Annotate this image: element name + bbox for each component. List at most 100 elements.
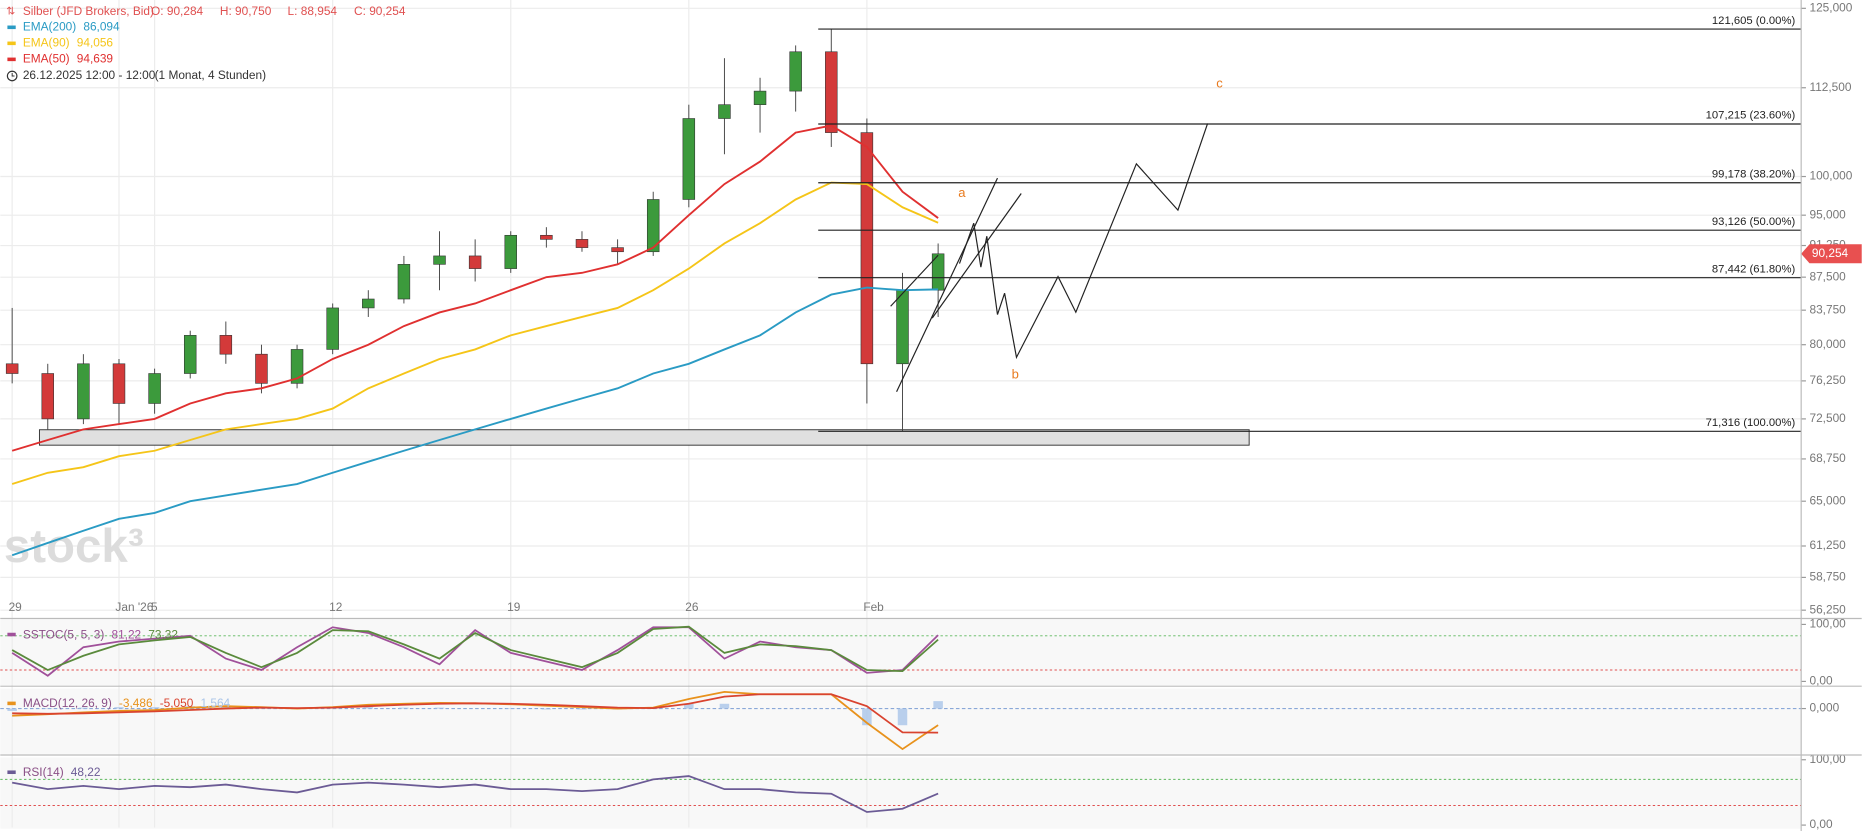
indicator-value: -3,486 xyxy=(119,696,153,710)
candle-body xyxy=(540,234,553,240)
y-tick-label: 95,000 xyxy=(1809,207,1846,221)
ohlc-low: L: 88,954 xyxy=(288,4,338,18)
legend-swatch xyxy=(7,57,16,62)
indicator-line xyxy=(12,693,939,734)
fib-label: 121,605 (0.00%) xyxy=(1712,15,1796,27)
wave-label: c xyxy=(1216,76,1223,91)
candle-body xyxy=(718,104,731,119)
candle-body xyxy=(896,289,909,365)
legend-name: EMA(200) xyxy=(23,19,76,33)
support-zone xyxy=(38,429,1250,446)
instrument: Silber (JFD Brokers, Bid) xyxy=(23,4,154,18)
candle-body xyxy=(362,298,375,309)
wave-label: a xyxy=(958,185,966,200)
y-tick-label: 56,250 xyxy=(1809,602,1846,616)
indicator-title: MACD(12, 26, 9) xyxy=(23,696,112,710)
fib-label: 107,215 (23.60%) xyxy=(1706,110,1796,122)
legend-swatch xyxy=(7,701,16,706)
candle-body xyxy=(148,373,161,404)
candle-body xyxy=(41,373,54,420)
candle-body xyxy=(433,255,446,265)
candle-body xyxy=(682,118,696,200)
channel-line xyxy=(931,193,1022,319)
candle-body xyxy=(77,363,90,420)
candle-body xyxy=(789,51,802,92)
candle-body xyxy=(468,255,482,269)
histogram-bar xyxy=(221,706,231,709)
indicator-line xyxy=(11,625,939,673)
x-tick-label: 19 xyxy=(507,600,521,614)
legend-swatch xyxy=(7,41,16,46)
x-tick-label: 26 xyxy=(685,600,699,614)
y-tick-label: 72,500 xyxy=(1809,411,1846,425)
y-tick-label: 68,750 xyxy=(1809,451,1846,465)
legend-swatch xyxy=(7,770,16,775)
wave-path xyxy=(958,123,1209,360)
y-tick-label: 0,000 xyxy=(1809,701,1839,715)
x-tick-label: Feb xyxy=(863,600,884,614)
histogram-bar xyxy=(719,703,730,709)
candle-body xyxy=(753,90,767,105)
legend-swatch xyxy=(7,25,16,30)
candle-body xyxy=(825,51,838,133)
candle-body xyxy=(326,307,339,350)
indicator-value: 48,22 xyxy=(71,765,101,779)
channel-line xyxy=(896,177,999,393)
indicator-title: SSTOC(5, 5, 3) xyxy=(23,627,105,641)
legend-name: EMA(90) xyxy=(23,35,70,49)
candle-body xyxy=(290,349,304,384)
indicator-value: 1,564 xyxy=(200,696,230,710)
indicator-value: 73,32 xyxy=(148,627,178,641)
y-tick-label: 61,250 xyxy=(1809,538,1846,552)
candle-body xyxy=(611,247,624,253)
histogram-bar xyxy=(933,701,943,709)
icon: ⇅ xyxy=(6,6,15,18)
period: 26.12.2025 12:00 - 12:00 xyxy=(23,68,156,82)
candle-body xyxy=(860,132,874,365)
wave-label: b xyxy=(1012,367,1019,382)
histogram-bar xyxy=(897,708,908,726)
candle-body xyxy=(5,363,19,374)
pane-bg xyxy=(0,757,1802,829)
ohlc-open: O: 90,284 xyxy=(151,4,203,18)
price-tag-label: 90,254 xyxy=(1812,246,1849,260)
ema-line xyxy=(11,286,939,557)
candle-body xyxy=(397,264,411,300)
candle-body xyxy=(219,335,233,355)
candle-body xyxy=(504,234,517,269)
x-tick-label: Jan '26 xyxy=(115,600,153,614)
y-tick-label: 58,750 xyxy=(1809,570,1846,584)
y-tick-label: 125,000 xyxy=(1809,0,1852,14)
plot: 29 Jan '265 12 19 26 Feb125,000112,500100,000… xyxy=(5,0,1862,831)
fib-label: 99,178 (38.20%) xyxy=(1712,168,1796,180)
clock-hand xyxy=(11,73,15,77)
histogram-bar xyxy=(862,708,872,726)
histogram-bar xyxy=(7,708,17,711)
histogram-bar xyxy=(434,707,445,709)
ohlc-close: C: 90,254 xyxy=(354,4,406,18)
clock-icon xyxy=(6,70,18,82)
fib-label: 71,316 (100.00%) xyxy=(1706,417,1796,429)
y-tick-label: 83,750 xyxy=(1809,302,1846,316)
indicator-value: -5,050 xyxy=(160,696,194,710)
histogram-bar xyxy=(114,707,124,709)
histogram-bar xyxy=(78,707,89,709)
channel-line xyxy=(890,254,939,307)
indicator-title: RSI(14) xyxy=(23,765,64,779)
x-tick-label: 5 xyxy=(151,600,158,614)
interval: (1 Monat, 4 Stunden) xyxy=(155,68,266,82)
ohlc-high: H: 90,750 xyxy=(220,4,272,18)
legend-swatch xyxy=(7,632,16,637)
x-tick-label: 29 xyxy=(9,600,23,614)
price-tag xyxy=(1801,244,1862,264)
legend-name: EMA(50) xyxy=(23,51,70,65)
histogram-bar xyxy=(149,707,160,709)
candle-body xyxy=(255,353,268,384)
y-tick-label: 76,250 xyxy=(1809,373,1846,387)
header: ⇅ Silber (JFD Brokers, Bid) O: 90,284 H:… xyxy=(6,4,406,82)
histogram-bar xyxy=(363,707,374,709)
y-tick-label: 100,000 xyxy=(1809,169,1852,183)
indicator-value: 81,22 xyxy=(111,627,141,641)
wave-projection xyxy=(890,123,1209,393)
